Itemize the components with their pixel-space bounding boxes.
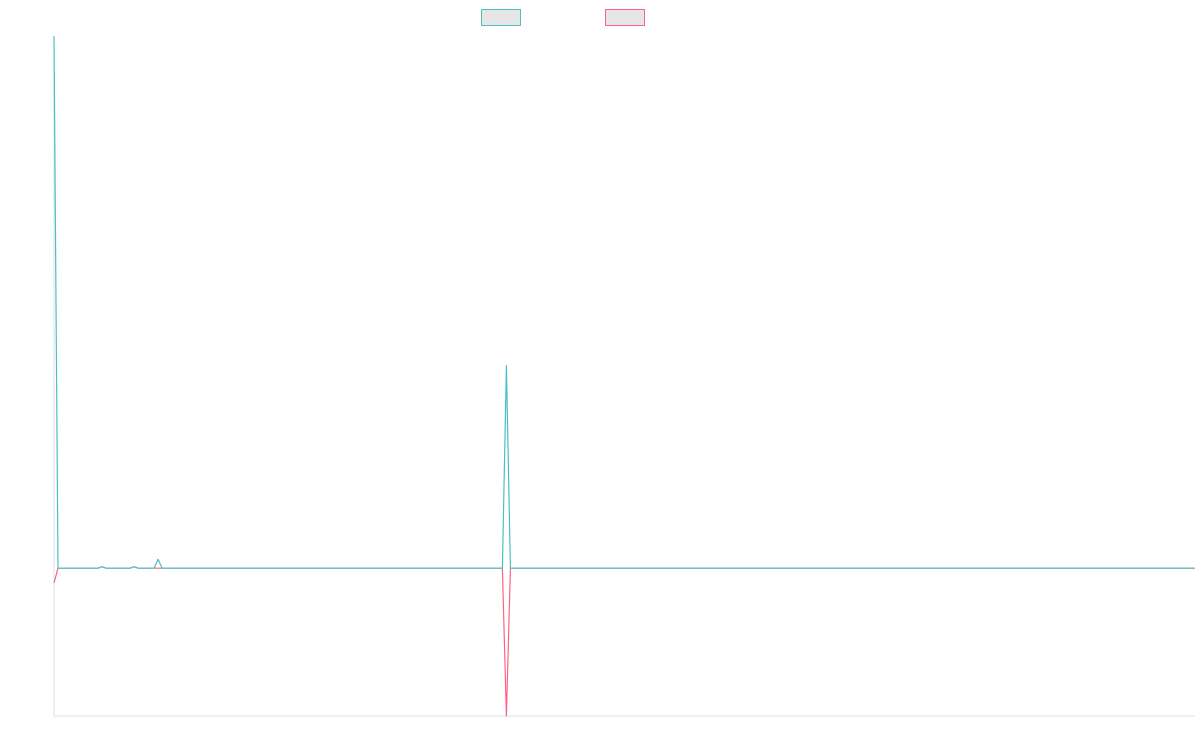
series-line-2	[53, 566, 1195, 717]
legend-swatch-2	[605, 9, 645, 26]
series-line-1	[53, 35, 1195, 569]
legend-swatch-1	[481, 9, 521, 26]
